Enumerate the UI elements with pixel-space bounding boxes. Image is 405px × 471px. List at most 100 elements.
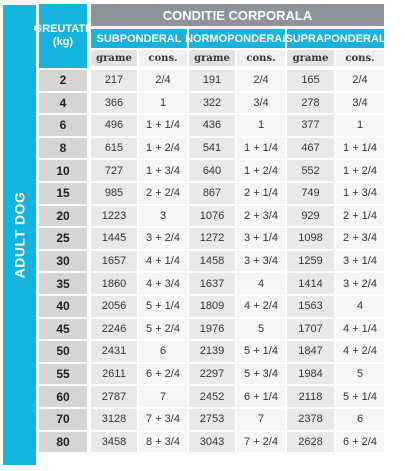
- portions-cell: 1 + 3/4: [139, 160, 187, 181]
- weight-cell: 2: [39, 70, 87, 91]
- portions-cell: 3 + 1/4: [336, 250, 384, 272]
- grams-cell: 2628: [287, 431, 334, 453]
- group-header-subponderal: SUBPONDERAL: [91, 29, 187, 48]
- portions-cell: 1 + 1/4: [139, 115, 187, 136]
- portions-cell: 1 + 1/4: [237, 137, 285, 159]
- portions-cell: 3 + 3/4: [237, 250, 285, 272]
- grams-cell: 929: [287, 205, 334, 227]
- portions-cell: 7 + 3/4: [139, 409, 187, 430]
- portions-cell: 1 + 3/4: [336, 183, 384, 204]
- group-header-normoponderal: NORMOPONDERAL: [185, 29, 289, 48]
- portions-cell: 2/4: [237, 70, 285, 91]
- grams-cell: 1445: [91, 228, 137, 249]
- weight-cell: 10: [39, 160, 87, 181]
- portions-cell: 1: [237, 115, 285, 136]
- portions-cell: 4 + 3/4: [139, 273, 187, 294]
- grams-cell: 2139: [189, 341, 235, 362]
- portions-cell: 2 + 2/4: [139, 183, 187, 204]
- side-label-text: ADULT DOG: [11, 191, 28, 279]
- side-band: [3, 5, 36, 465]
- portions-cell: 4 + 2/4: [237, 296, 285, 317]
- grams-cell: 727: [91, 160, 137, 181]
- subheader-grams: grame: [287, 50, 334, 66]
- weight-cell: 30: [39, 250, 87, 272]
- grams-cell: 3128: [91, 409, 137, 430]
- portions-cell: 4: [237, 273, 285, 294]
- portions-cell: 2 + 1/4: [336, 205, 384, 227]
- portions-cell: 7 + 2/4: [237, 431, 285, 453]
- side-label: ADULT DOG: [3, 5, 36, 465]
- grams-cell: 1098: [287, 228, 334, 249]
- weight-cell: 8: [39, 137, 87, 159]
- grams-cell: 322: [189, 92, 235, 114]
- grams-cell: 1223: [91, 205, 137, 227]
- portions-cell: 2/4: [139, 70, 187, 91]
- grams-cell: 985: [91, 183, 137, 204]
- portions-cell: 1 + 1/4: [336, 137, 384, 159]
- portions-cell: 5: [237, 318, 285, 340]
- grams-cell: 1272: [189, 228, 235, 249]
- grams-cell: 552: [287, 160, 334, 181]
- weight-cell: 20: [39, 205, 87, 227]
- weight-cell: 45: [39, 318, 87, 340]
- weight-cell: 70: [39, 409, 87, 430]
- weight-cell: 60: [39, 386, 87, 407]
- portions-cell: 6: [139, 341, 187, 362]
- grams-cell: 1563: [287, 296, 334, 317]
- group-header-supraponderal: SUPRAPONDERAL: [285, 29, 386, 48]
- grams-cell: 217: [91, 70, 137, 91]
- grams-cell: 541: [189, 137, 235, 159]
- weight-cell: 50: [39, 341, 87, 362]
- portions-cell: 4: [336, 296, 384, 317]
- grams-cell: 377: [287, 115, 334, 136]
- portions-cell: 7: [139, 386, 187, 407]
- portions-cell: 3 + 2/4: [139, 228, 187, 249]
- portions-cell: 6 + 1/4: [237, 386, 285, 407]
- grams-cell: 1414: [287, 273, 334, 294]
- subheader-portions: cons.: [336, 50, 384, 66]
- grams-cell: 1809: [189, 296, 235, 317]
- portions-cell: 5 + 2/4: [139, 318, 187, 340]
- portions-cell: 2/4: [336, 70, 384, 91]
- portions-cell: 3: [139, 205, 187, 227]
- portions-cell: 6: [336, 409, 384, 430]
- condition-header: CONDITIE CORPORALA: [91, 4, 384, 26]
- grams-cell: 1458: [189, 250, 235, 272]
- portions-cell: 5 + 1/4: [336, 386, 384, 407]
- grams-cell: 1976: [189, 318, 235, 340]
- grams-cell: 1984: [287, 363, 334, 385]
- grams-cell: 867: [189, 183, 235, 204]
- weight-cell: 80: [39, 431, 87, 453]
- portions-cell: 1 + 2/4: [139, 137, 187, 159]
- portions-cell: 3 + 1/4: [237, 228, 285, 249]
- portions-cell: 2 + 3/4: [237, 205, 285, 227]
- portions-cell: 1: [139, 92, 187, 114]
- portions-cell: 1 + 2/4: [237, 160, 285, 181]
- portions-cell: 5 + 1/4: [237, 341, 285, 362]
- portions-cell: 4 + 2/4: [336, 341, 384, 362]
- subheader-portions: cons.: [237, 50, 285, 66]
- grams-cell: 467: [287, 137, 334, 159]
- portions-cell: 4 + 1/4: [139, 250, 187, 272]
- grams-cell: 1860: [91, 273, 137, 294]
- grams-cell: 366: [91, 92, 137, 114]
- grams-cell: 1707: [287, 318, 334, 340]
- weight-cell: 15: [39, 183, 87, 204]
- grams-cell: 2611: [91, 363, 137, 385]
- grams-cell: 496: [91, 115, 137, 136]
- weight-cell: 40: [39, 296, 87, 317]
- grams-cell: 3458: [91, 431, 137, 453]
- weight-cell: 35: [39, 273, 87, 294]
- grams-cell: 3043: [189, 431, 235, 453]
- portions-cell: 5: [336, 363, 384, 385]
- grams-cell: 2431: [91, 341, 137, 362]
- weight-header-line1: GREUTATE: [33, 23, 93, 35]
- portions-cell: 8 + 3/4: [139, 431, 187, 453]
- grams-cell: 640: [189, 160, 235, 181]
- portions-cell: 1: [336, 115, 384, 136]
- subheader-portions: cons.: [139, 50, 187, 66]
- grams-cell: 278: [287, 92, 334, 114]
- portions-cell: 7: [237, 409, 285, 430]
- grams-cell: 1259: [287, 250, 334, 272]
